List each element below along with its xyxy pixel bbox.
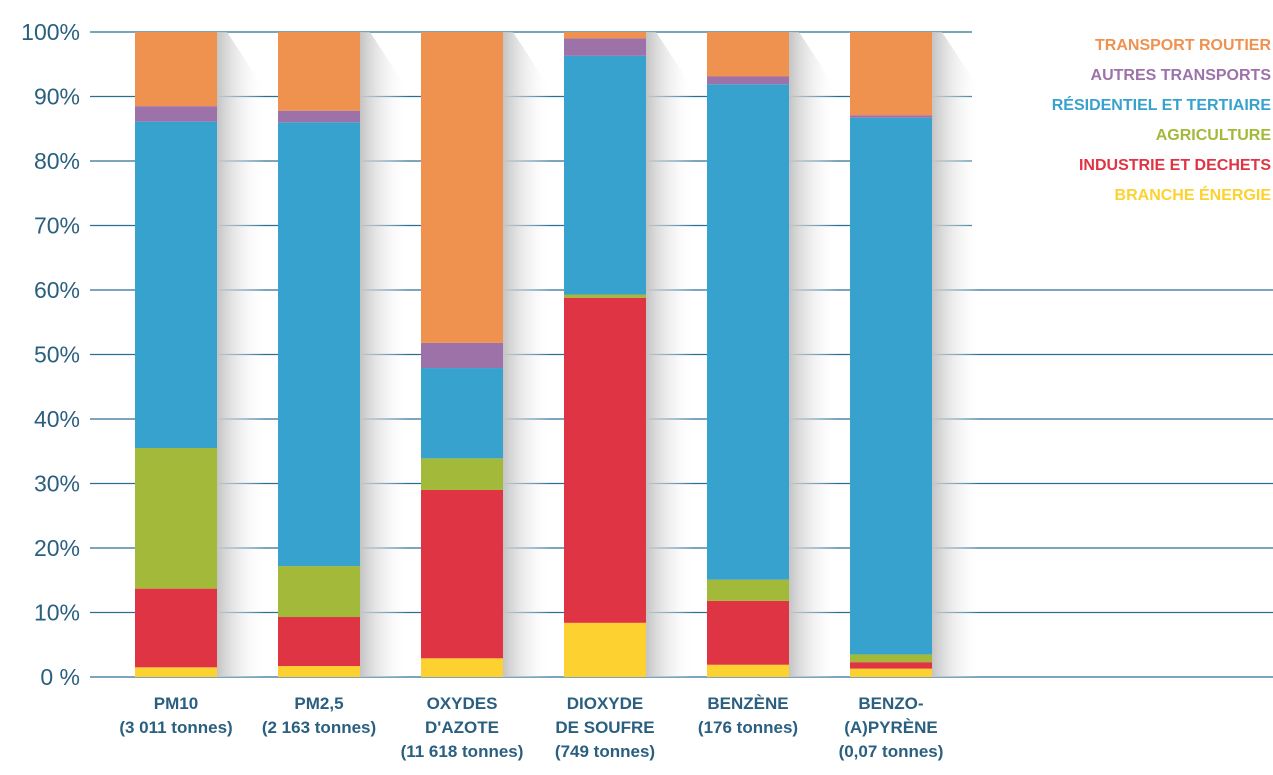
bar-segment-residentiel-et-tertiaire: [850, 117, 932, 655]
bar-segment-agriculture: [421, 458, 503, 490]
x-category-label-line: OXYDES: [427, 694, 498, 713]
bar-shadow: [360, 32, 408, 677]
x-category-label-line: DE SOUFRE: [555, 718, 654, 737]
x-category-label-line: (3 011 tonnes): [119, 718, 232, 737]
x-category-label: PM2,5 (2 163 tonnes): [262, 694, 376, 737]
bar-segment-residentiel-et-tertiaire: [278, 122, 360, 567]
bar-segment-branche-energie: [135, 667, 217, 677]
bar-shadows: [217, 32, 980, 677]
bar-shadow: [789, 32, 837, 677]
legend-item: BRANCHE ÉNERGIE: [1115, 185, 1272, 204]
bar-segment-branche-energie: [421, 658, 503, 677]
y-tick-label: 30%: [34, 471, 80, 497]
y-tick-label: 20%: [34, 535, 80, 561]
x-category-label-line: (11 618 tonnes): [401, 742, 524, 761]
legend-item: INDUSTRIE ET DECHETS: [1079, 157, 1271, 174]
x-category-label: BENZO- (A)PYRÈNE (0,07 tonnes): [839, 694, 944, 761]
bar-segment-transport-routier: [278, 32, 360, 111]
legend-item: TRANSPORT ROUTIER: [1095, 37, 1271, 54]
bar-segment-industrie-et-dechets: [564, 297, 646, 623]
y-tick-label: 70%: [34, 213, 80, 239]
x-category-label: BENZÈNE (176 tonnes): [698, 694, 798, 737]
bar-segments: [135, 32, 932, 677]
x-category-label-line: (0,07 tonnes): [839, 742, 944, 761]
bar-segment-autres-transports: [850, 115, 932, 118]
y-tick-label: 80%: [34, 148, 80, 174]
bar-segment-branche-energie: [278, 666, 360, 677]
y-tick-label: 0 %: [40, 664, 80, 690]
bar-segment-industrie-et-dechets: [278, 617, 360, 667]
bar-segment-autres-transports: [564, 38, 646, 56]
legend-item: AUTRES TRANSPORTS: [1091, 67, 1272, 84]
bar-segment-branche-energie: [707, 664, 789, 677]
x-category-label-line: (749 tonnes): [555, 742, 655, 761]
y-tick-label: 50%: [34, 342, 80, 368]
x-category-label-line: BENZO-: [858, 694, 923, 713]
bar-segment-branche-energie: [564, 622, 646, 677]
y-tick-label: 60%: [34, 277, 80, 303]
bar-segment-industrie-et-dechets: [135, 588, 217, 668]
bar-shadow: [646, 32, 694, 677]
x-category-label-line: D'AZOTE: [425, 718, 499, 737]
bar-segment-industrie-et-dechets: [850, 662, 932, 669]
bar-segment-residentiel-et-tertiaire: [564, 55, 646, 295]
bar-segment-agriculture: [278, 566, 360, 618]
bar-segment-autres-transports: [421, 342, 503, 369]
bar-shadow: [217, 32, 265, 677]
bar-segment-residentiel-et-tertiaire: [421, 368, 503, 459]
x-category-label-line: BENZÈNE: [707, 694, 788, 713]
x-category-label-line: (A)PYRÈNE: [844, 718, 938, 737]
x-axis-labels: PM10 (3 011 tonnes) PM2,5 (2 163 tonnes) OXY…: [119, 694, 943, 761]
bar-segment-transport-routier: [850, 32, 932, 116]
legend-item: RÉSIDENTIEL ET TERTIAIRE: [1052, 95, 1272, 114]
legend: TRANSPORT ROUTIER AUTRES TRANSPORTS RÉSIDE…: [1052, 37, 1272, 204]
bar-segment-transport-routier: [564, 32, 646, 39]
bar-segment-autres-transports: [278, 110, 360, 123]
y-axis-ticks: 0 % 10% 20% 30% 40% 50% 60% 70% 80% 90% 100%: [21, 19, 80, 690]
bar-segment-agriculture: [135, 448, 217, 589]
bar-segment-agriculture: [707, 579, 789, 601]
x-category-label-line: DIOXYDE: [567, 694, 644, 713]
bar-shadow: [503, 32, 551, 677]
bar-segment-agriculture: [564, 294, 646, 298]
x-category-label: PM10 (3 011 tonnes): [119, 694, 232, 737]
x-category-label-line: (176 tonnes): [698, 718, 798, 737]
bar-segment-industrie-et-dechets: [421, 489, 503, 659]
bar-segment-industrie-et-dechets: [707, 600, 789, 665]
y-tick-label: 90%: [34, 84, 80, 110]
bar-segment-transport-routier: [135, 32, 217, 107]
bar-segment-autres-transports: [707, 76, 789, 85]
bar-shadow: [932, 32, 980, 677]
y-tick-label: 100%: [21, 19, 80, 45]
bar-segment-residentiel-et-tertiaire: [135, 121, 217, 449]
x-category-label: OXYDES D'AZOTE (11 618 tonnes): [401, 694, 524, 761]
bar-segment-transport-routier: [707, 32, 789, 77]
x-category-label-line: (2 163 tonnes): [262, 718, 376, 737]
bar-segment-autres-transports: [135, 106, 217, 122]
y-tick-label: 40%: [34, 406, 80, 432]
bar-segment-agriculture: [850, 654, 932, 663]
bar-segment-residentiel-et-tertiaire: [707, 84, 789, 580]
bar-segment-branche-energie: [850, 668, 932, 677]
y-tick-label: 10%: [34, 600, 80, 626]
x-category-label: DIOXYDE DE SOUFRE (749 tonnes): [555, 694, 655, 761]
x-category-label-line: PM2,5: [294, 694, 343, 713]
x-category-label-line: PM10: [154, 694, 198, 713]
legend-item: AGRICULTURE: [1156, 127, 1272, 144]
bar-segment-transport-routier: [421, 32, 503, 343]
